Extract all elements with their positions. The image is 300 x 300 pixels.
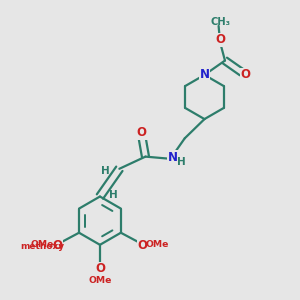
- Text: O: O: [95, 262, 105, 275]
- Text: O: O: [240, 68, 250, 81]
- Text: H: H: [177, 157, 186, 167]
- Text: CH₃: CH₃: [211, 17, 231, 27]
- Text: OMe: OMe: [31, 240, 54, 249]
- Text: OMe: OMe: [145, 240, 169, 249]
- Text: O: O: [215, 33, 225, 46]
- Text: O: O: [52, 238, 62, 252]
- Text: H: H: [110, 190, 118, 200]
- Text: N: N: [168, 151, 178, 164]
- Text: H: H: [101, 166, 110, 176]
- Text: O: O: [137, 126, 147, 139]
- Text: OMe: OMe: [88, 276, 112, 285]
- Text: N: N: [200, 68, 209, 81]
- Text: methoxy: methoxy: [20, 242, 64, 251]
- Text: O: O: [138, 238, 148, 252]
